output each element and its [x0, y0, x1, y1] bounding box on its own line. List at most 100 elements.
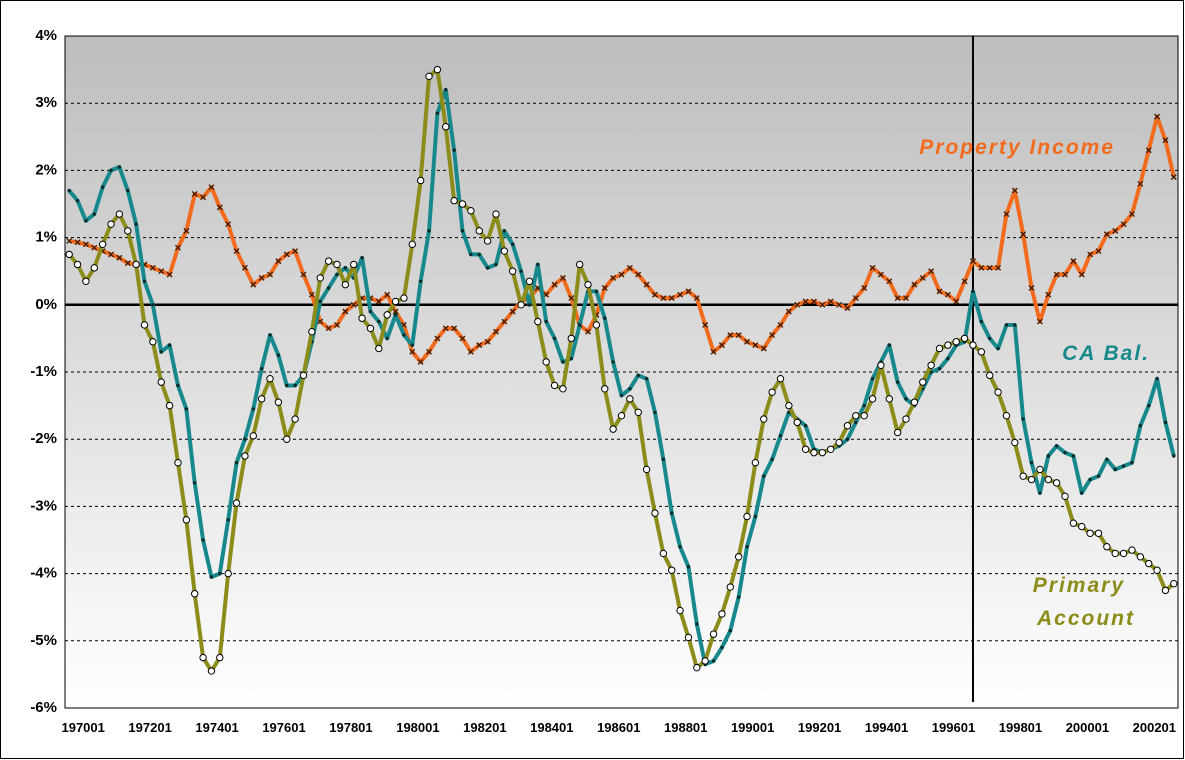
point-marker: [770, 457, 774, 462]
point-marker: [760, 415, 768, 423]
point-marker: [861, 285, 868, 291]
point-marker: [266, 375, 274, 383]
x-tick-label: 197001: [61, 720, 104, 735]
point-marker: [360, 256, 364, 260]
point-marker: [971, 289, 975, 294]
point-marker: [435, 111, 440, 115]
point-marker: [854, 420, 858, 425]
point-marker: [1036, 318, 1043, 325]
point-marker: [1045, 291, 1052, 298]
point-marker: [375, 298, 382, 305]
point-marker: [1170, 579, 1178, 588]
point-marker: [1170, 174, 1177, 181]
point-marker: [701, 657, 709, 665]
point-marker: [1161, 586, 1170, 595]
point-marker: [944, 341, 952, 349]
point-marker: [1129, 211, 1135, 218]
point-marker: [660, 295, 667, 302]
point-marker: [986, 264, 993, 271]
point-marker: [811, 298, 817, 305]
point-marker: [769, 332, 776, 338]
point-marker: [977, 348, 986, 356]
point-marker: [408, 240, 416, 249]
point-marker: [166, 271, 173, 278]
point-marker: [1113, 467, 1117, 472]
point-marker: [259, 366, 264, 371]
point-marker: [793, 418, 801, 427]
point-marker: [575, 260, 584, 269]
x-tick-label: 198401: [530, 720, 573, 735]
point-marker: [100, 185, 105, 189]
point-marker: [82, 277, 90, 285]
point-marker: [894, 295, 901, 302]
x-tick-label: 198601: [597, 720, 640, 735]
point-marker: [350, 301, 357, 308]
point-marker: [484, 338, 491, 345]
point-marker: [904, 397, 908, 401]
point-marker: [676, 606, 684, 615]
point-marker: [670, 511, 674, 515]
point-marker: [810, 448, 818, 457]
point-marker: [1027, 475, 1036, 484]
y-tick-label: 2%: [35, 161, 57, 178]
point-marker: [175, 244, 181, 251]
series-lines: [65, 65, 1178, 675]
y-tick-label: 3%: [35, 94, 57, 111]
x-tick-label: 197201: [128, 720, 171, 735]
point-marker: [634, 408, 642, 417]
point-marker: [1145, 559, 1153, 568]
point-marker: [1003, 211, 1010, 218]
point-marker: [1172, 454, 1176, 458]
point-marker: [877, 361, 885, 369]
point-marker: [568, 295, 575, 302]
point-marker: [1019, 472, 1027, 480]
point-marker: [751, 459, 760, 467]
point-marker: [318, 299, 322, 304]
y-tick-label: 0%: [35, 296, 57, 313]
point-marker: [165, 401, 174, 410]
point-marker: [778, 434, 783, 438]
point-marker: [685, 288, 692, 295]
point-marker: [642, 465, 651, 474]
point-marker: [794, 301, 801, 308]
point-marker: [132, 260, 140, 269]
point-marker: [844, 305, 851, 312]
point-marker: [434, 335, 441, 342]
point-marker: [610, 274, 617, 281]
point-marker: [1028, 285, 1035, 291]
point-marker: [1154, 113, 1161, 120]
point-marker: [74, 239, 81, 246]
point-marker: [476, 342, 483, 349]
point-marker: [92, 212, 96, 216]
point-marker: [1096, 474, 1101, 478]
point-marker: [207, 667, 216, 675]
point-marker: [1052, 479, 1061, 487]
point-marker: [519, 269, 523, 273]
point-marker: [425, 72, 433, 81]
point-marker: [410, 343, 414, 347]
point-marker: [1095, 248, 1102, 254]
point-marker: [224, 569, 232, 578]
point-marker: [542, 358, 550, 366]
x-tick-label: 197601: [262, 720, 305, 735]
point-marker: [467, 348, 474, 355]
point-marker: [877, 271, 884, 278]
point-marker: [709, 630, 718, 638]
point-marker: [936, 288, 943, 295]
grid: [65, 36, 1178, 702]
point-marker: [149, 264, 156, 271]
point-marker: [216, 653, 224, 662]
point-marker: [116, 254, 123, 261]
point-marker: [249, 432, 257, 440]
point-marker: [785, 401, 793, 410]
point-marker: [73, 260, 82, 269]
point-marker: [325, 325, 332, 332]
point-marker: [433, 65, 442, 74]
point-marker: [201, 538, 205, 542]
point-marker: [402, 333, 406, 337]
point-marker: [293, 383, 297, 388]
point-marker: [744, 338, 750, 345]
point-marker: [543, 291, 550, 298]
point-marker: [469, 252, 473, 257]
